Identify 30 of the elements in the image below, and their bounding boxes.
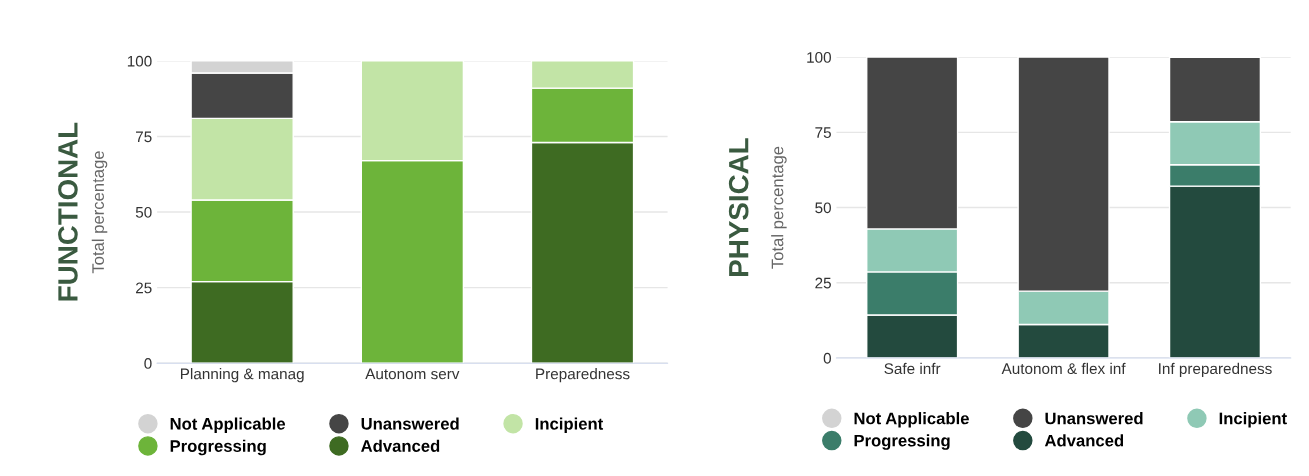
y-axis-title: Total percentage xyxy=(771,146,787,269)
x-tick-label: Safe infr xyxy=(884,362,941,375)
x-tick-label: Preparedness xyxy=(536,368,630,383)
y-tick-label: 75 xyxy=(136,131,152,143)
y-tick-label: 100 xyxy=(807,51,831,63)
legend-label: Advanced xyxy=(361,439,440,452)
y-tick-label: 0 xyxy=(144,358,152,369)
legend-label: Incipient xyxy=(535,417,604,434)
legend-label: Not Applicable xyxy=(170,417,286,434)
y-tick-label: 100 xyxy=(127,55,152,67)
legend-label: Progressing xyxy=(854,434,950,450)
y-tick-label: 25 xyxy=(815,277,831,289)
y-tick-label: 50 xyxy=(135,206,152,218)
x-tick-label: Planning & manag xyxy=(180,368,304,383)
legend-label: Advanced xyxy=(1044,434,1124,447)
y-axis-title: Total percentage xyxy=(91,151,108,274)
legend-label: Incipient xyxy=(1219,412,1287,428)
x-tick-label: Autonom serv xyxy=(365,368,460,380)
legend-label: Unanswered xyxy=(1045,412,1143,425)
legend-label: Unanswered xyxy=(361,417,459,430)
y-tick-label: 75 xyxy=(815,127,831,139)
x-tick-label: Inf preparedness xyxy=(1159,362,1272,378)
y-tick-label: 25 xyxy=(136,282,152,294)
x-tick-label: Autonom & flex inf xyxy=(1001,362,1126,375)
y-tick-label: 50 xyxy=(815,202,831,214)
text: PHYSICAL xyxy=(728,138,749,276)
legend-label: Not Applicable xyxy=(854,412,969,428)
y-tick-label: 0 xyxy=(823,352,831,364)
text: FUNCTIONAL xyxy=(58,122,78,301)
legend-label: Progressing xyxy=(170,439,266,456)
